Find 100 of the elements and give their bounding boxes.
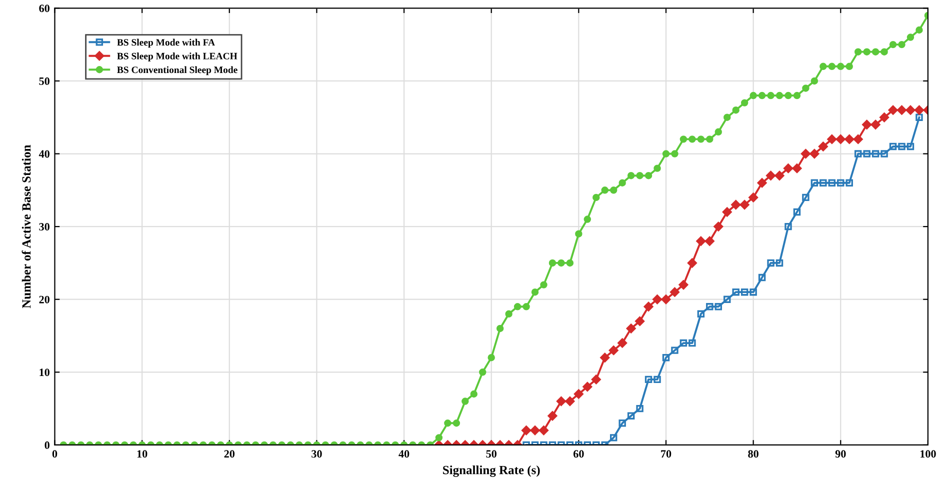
x-tick-label: 10 xyxy=(137,450,148,458)
x-tick-label: 100 xyxy=(920,450,936,458)
point xyxy=(880,112,890,122)
point xyxy=(783,164,794,174)
y-tick-label: 30 xyxy=(39,223,50,231)
point xyxy=(854,150,862,158)
point xyxy=(574,389,584,399)
y-tick-label: 60 xyxy=(39,4,50,12)
point xyxy=(662,354,670,362)
x-axis-title: Signalling Rate (s) xyxy=(443,465,540,477)
point xyxy=(774,170,784,180)
point xyxy=(732,288,740,296)
point xyxy=(828,179,836,186)
point xyxy=(818,142,828,152)
point xyxy=(872,150,880,158)
point xyxy=(548,411,558,421)
point xyxy=(827,134,837,144)
point xyxy=(802,194,810,202)
point xyxy=(696,236,706,246)
point xyxy=(670,287,680,297)
point xyxy=(704,236,714,246)
x-tick-label: 20 xyxy=(224,450,235,458)
point xyxy=(916,114,923,121)
point xyxy=(644,302,654,312)
point xyxy=(618,338,628,348)
point xyxy=(846,179,853,186)
x-tick-label: 90 xyxy=(835,450,846,458)
x-tick-label: 80 xyxy=(748,450,758,458)
point xyxy=(880,150,888,158)
point xyxy=(530,426,540,436)
point xyxy=(687,258,697,268)
point xyxy=(863,150,870,158)
point xyxy=(652,294,662,304)
point xyxy=(644,376,652,384)
point xyxy=(740,288,748,296)
point xyxy=(758,274,766,282)
y-tick-label: 0 xyxy=(44,441,50,449)
point xyxy=(714,222,724,232)
point xyxy=(837,179,844,186)
point xyxy=(688,339,696,347)
point xyxy=(800,148,810,159)
point xyxy=(750,288,757,296)
point xyxy=(896,105,907,115)
point xyxy=(697,310,705,318)
point xyxy=(844,134,854,144)
point xyxy=(888,105,898,115)
point xyxy=(810,179,818,186)
point xyxy=(810,148,820,159)
point xyxy=(731,200,741,210)
x-tick-label: 40 xyxy=(398,450,410,458)
legend-label: BS Conventional Sleep Mode xyxy=(117,66,238,76)
point xyxy=(722,207,732,217)
y-tick-label: 40 xyxy=(38,150,50,158)
point xyxy=(618,420,626,427)
point xyxy=(538,426,549,436)
point xyxy=(678,280,688,290)
point xyxy=(820,179,827,186)
point xyxy=(714,303,722,310)
legend-label: BS Sleep Mode with FA xyxy=(117,38,215,48)
point xyxy=(582,382,592,392)
x-tick-label: 60 xyxy=(573,450,584,458)
x-tick-label: 0 xyxy=(52,450,58,458)
point xyxy=(889,142,897,150)
point xyxy=(914,105,924,115)
point xyxy=(906,105,916,115)
point xyxy=(706,303,714,310)
point xyxy=(792,164,802,174)
y-tick-label: 50 xyxy=(39,77,50,85)
point xyxy=(870,120,880,130)
point xyxy=(565,396,575,406)
point xyxy=(610,434,618,442)
legend-label: BS Sleep Mode with LEACH xyxy=(117,52,238,62)
point xyxy=(724,296,731,303)
point xyxy=(591,374,601,384)
point xyxy=(626,324,636,334)
point xyxy=(757,178,767,188)
point xyxy=(654,376,661,384)
y-tick-label: 20 xyxy=(39,296,50,304)
point xyxy=(898,142,906,150)
point xyxy=(906,142,914,150)
point xyxy=(862,120,872,130)
point xyxy=(853,134,863,144)
point xyxy=(627,412,635,420)
point xyxy=(608,346,618,356)
point xyxy=(671,346,678,354)
point xyxy=(766,170,776,180)
y-axis-title: Number of Active Base Station xyxy=(22,144,31,308)
point xyxy=(680,339,688,347)
x-tick-label: 50 xyxy=(486,450,496,458)
point xyxy=(661,294,671,304)
point xyxy=(784,222,792,230)
x-tick-label: 70 xyxy=(661,450,672,458)
point xyxy=(767,259,774,267)
point xyxy=(556,396,566,406)
point xyxy=(776,259,784,267)
point xyxy=(740,200,750,210)
point xyxy=(793,208,801,216)
x-tick-label: 30 xyxy=(312,450,322,458)
point xyxy=(635,316,645,326)
point xyxy=(836,134,846,144)
